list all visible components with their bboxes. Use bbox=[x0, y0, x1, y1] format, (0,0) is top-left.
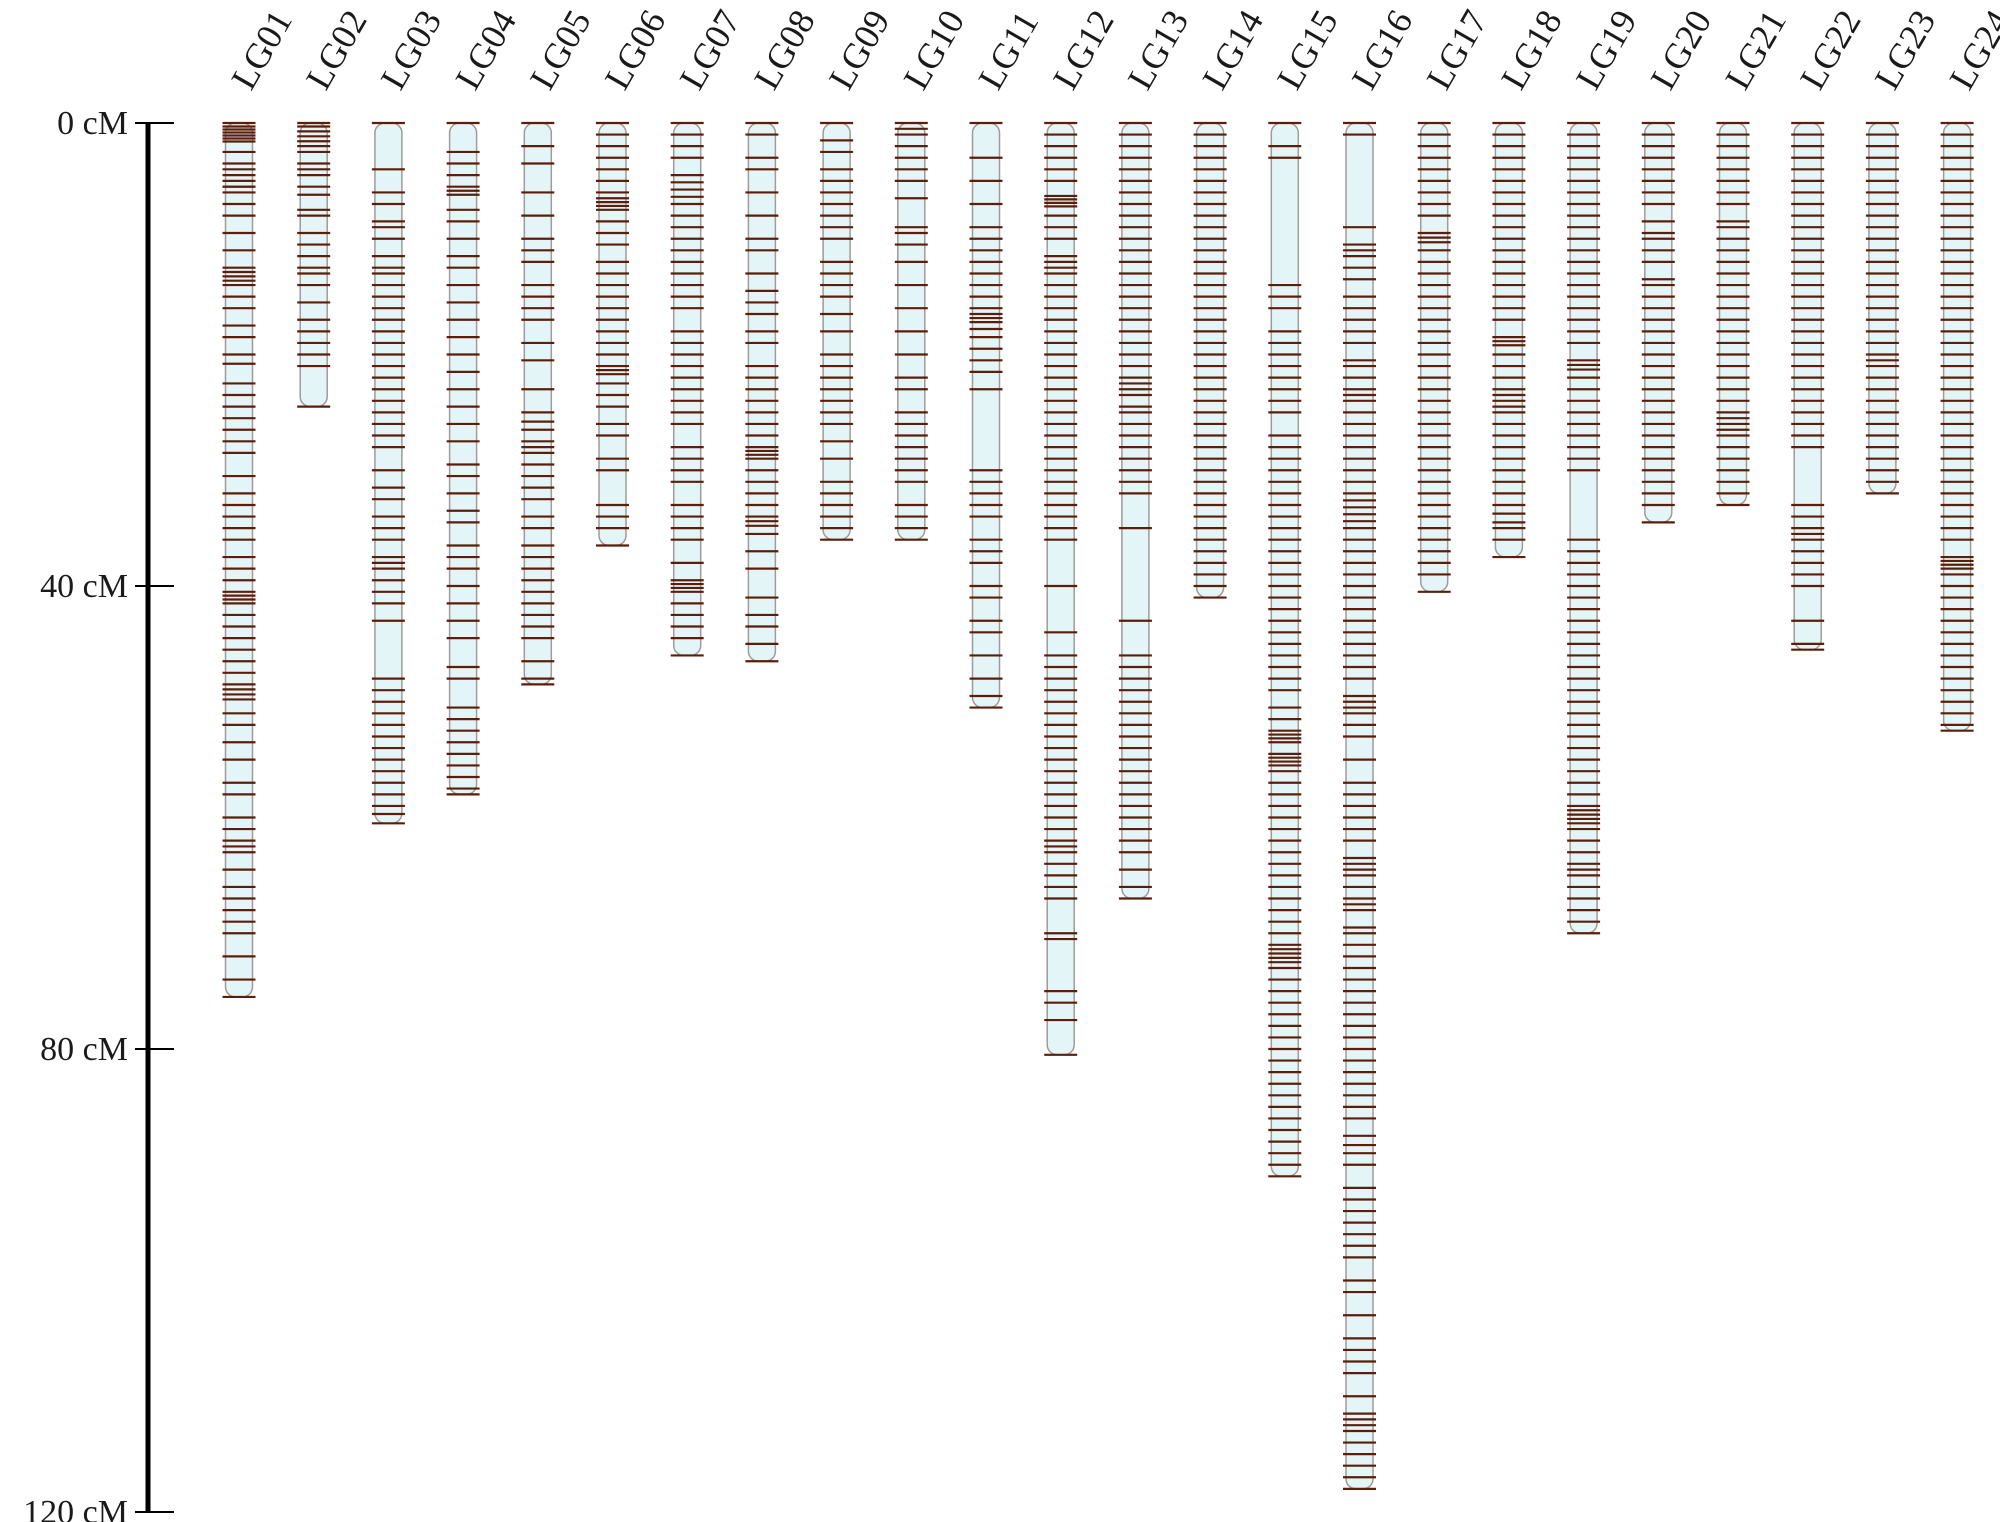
lg-label-lg17: LG17 bbox=[1418, 3, 1495, 96]
chromosome-bar bbox=[299, 122, 328, 408]
chromosome-bar bbox=[1793, 122, 1822, 651]
lg-label-lg11: LG11 bbox=[970, 4, 1046, 96]
lg-label-lg04: LG04 bbox=[447, 3, 524, 96]
linkage-group-lg18 bbox=[1492, 121, 1526, 559]
chromosome-bar bbox=[224, 122, 254, 998]
linkage-group-lg17 bbox=[1417, 121, 1451, 593]
linkage-group-lg01 bbox=[222, 121, 256, 999]
linkage-group-lg03 bbox=[371, 121, 405, 825]
chromosome-bar bbox=[1942, 122, 1972, 732]
chromosome-bar bbox=[747, 122, 777, 662]
lg-label-lg05: LG05 bbox=[522, 3, 599, 96]
linkage-groups bbox=[222, 121, 1974, 1490]
lg-label-lg22: LG22 bbox=[1792, 3, 1869, 96]
lg-label-lg15: LG15 bbox=[1269, 3, 1346, 96]
linkage-group-lg04 bbox=[446, 121, 480, 796]
linkage-group-lg12 bbox=[1044, 121, 1078, 1056]
lg-label-lg19: LG19 bbox=[1568, 3, 1645, 96]
lg-label-lg01: LG01 bbox=[223, 3, 300, 96]
chromosome-bar bbox=[598, 122, 627, 547]
chromosome-bar bbox=[1270, 122, 1300, 1178]
linkage-group-lg15 bbox=[1268, 121, 1302, 1178]
linkage-group-lg13 bbox=[1118, 121, 1152, 900]
linkage-group-lg23 bbox=[1865, 121, 1899, 495]
chromosome-bar bbox=[1494, 122, 1524, 558]
chromosome-bar bbox=[523, 122, 553, 686]
lg-label-lg20: LG20 bbox=[1643, 3, 1720, 96]
y-axis: 0 cM 40 cM 80 cM 120 cM bbox=[23, 105, 174, 1522]
chromosome-bar bbox=[448, 122, 478, 796]
lg-label-lg09: LG09 bbox=[821, 3, 898, 96]
linkage-group-lg07 bbox=[670, 121, 704, 657]
chromosome-bar bbox=[1569, 122, 1598, 934]
y-tick-label: 0 cM bbox=[57, 105, 128, 142]
lg-label-lg08: LG08 bbox=[746, 3, 823, 96]
chromosome-bar bbox=[1644, 122, 1673, 524]
lg-label-lg21: LG21 bbox=[1717, 3, 1794, 96]
linkage-group-lg05 bbox=[521, 121, 555, 686]
linkage-group-lg16 bbox=[1343, 121, 1376, 1490]
y-tick-label: 80 cM bbox=[40, 1031, 128, 1068]
linkage-group-lg14 bbox=[1193, 121, 1227, 599]
lg-label-lg13: LG13 bbox=[1120, 3, 1197, 96]
linkage-group-lg21 bbox=[1716, 121, 1750, 507]
lg-label-lg24: LG24 bbox=[1941, 3, 2000, 96]
linkage-group-lg22 bbox=[1791, 121, 1825, 651]
lg-label-lg10: LG10 bbox=[896, 3, 973, 96]
linkage-group-labels: LG01LG02LG03LG04LG05LG06LG07LG08LG09LG10… bbox=[223, 3, 2000, 96]
lg-label-lg12: LG12 bbox=[1045, 3, 1122, 96]
chromosome-bar bbox=[1195, 122, 1225, 599]
linkage-group-lg20 bbox=[1641, 121, 1675, 524]
linkage-group-lg19 bbox=[1567, 121, 1601, 935]
lg-label-lg14: LG14 bbox=[1194, 3, 1271, 96]
linkage-group-lg06 bbox=[596, 121, 629, 547]
lg-label-lg03: LG03 bbox=[373, 3, 450, 96]
linkage-group-lg09 bbox=[820, 121, 854, 541]
linkage-group-lg08 bbox=[745, 121, 779, 663]
linkage-group-lg02 bbox=[297, 121, 331, 408]
y-tick-label: 120 cM bbox=[23, 1494, 128, 1522]
lg-label-lg06: LG06 bbox=[597, 3, 674, 96]
y-tick-label: 40 cM bbox=[40, 568, 128, 605]
lg-label-lg16: LG16 bbox=[1344, 3, 1421, 96]
linkage-group-lg11 bbox=[969, 121, 1003, 709]
lg-label-lg02: LG02 bbox=[298, 3, 375, 96]
linkage-group-lg24 bbox=[1940, 121, 1974, 732]
lg-label-lg07: LG07 bbox=[671, 3, 748, 96]
lg-label-lg23: LG23 bbox=[1867, 3, 1944, 96]
lg-label-lg18: LG18 bbox=[1493, 3, 1570, 96]
linkage-group-lg10 bbox=[894, 121, 928, 541]
